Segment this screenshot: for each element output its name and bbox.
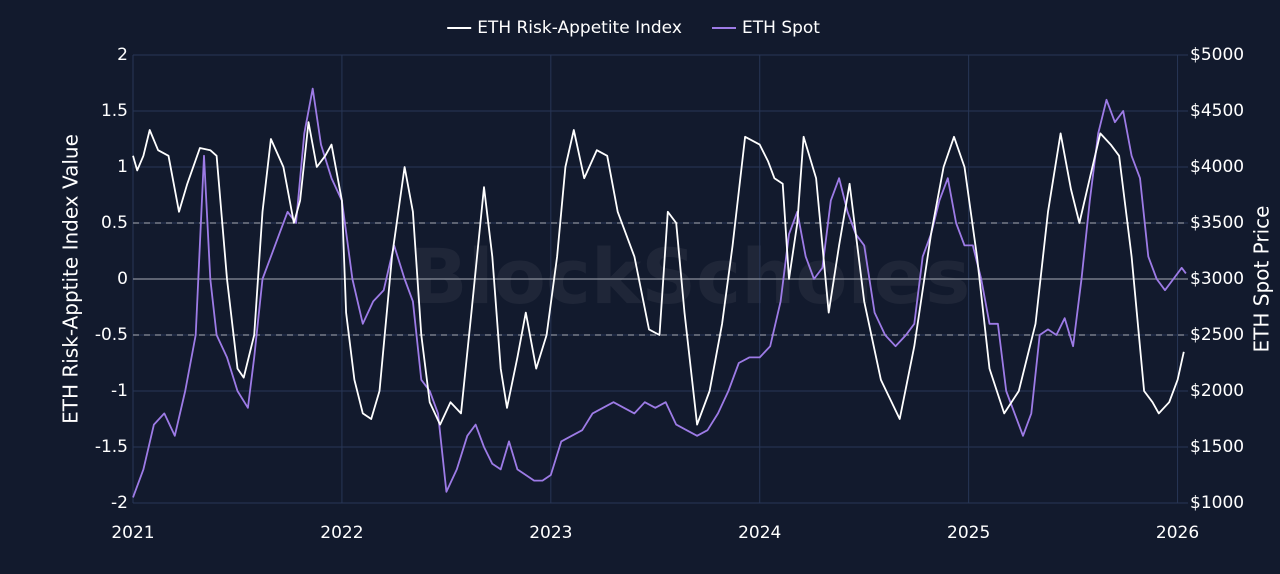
y-axis-title: ETH Risk-Apptite Index Value	[59, 134, 83, 424]
y-tick-label: -0.5	[95, 325, 128, 345]
series-line	[132, 87, 1187, 498]
y-tick-label: 1.5	[101, 101, 128, 121]
y2-tick-label: $4500	[1190, 101, 1244, 121]
y2-tick-label: $2500	[1190, 325, 1244, 345]
x-tick-label: 2024	[738, 523, 781, 543]
watermark: BlockScholes	[410, 232, 971, 321]
y2-tick-label: $4000	[1190, 157, 1244, 177]
y-tick-label: 0.5	[101, 213, 128, 233]
y2-tick-label: $5000	[1190, 45, 1244, 65]
x-tick-label: 2021	[111, 523, 154, 543]
y2-tick-label: $1000	[1190, 493, 1244, 513]
x-tick-label: 2023	[529, 523, 572, 543]
y2-tick-label: $3000	[1190, 269, 1244, 289]
y2-axis-title: ETH Spot Price	[1250, 206, 1274, 353]
series-line	[132, 121, 1185, 426]
y2-tick-label: $1500	[1190, 437, 1244, 457]
legend-label: ETH Spot	[742, 18, 820, 38]
y-tick-label: -1	[111, 381, 128, 401]
y-tick-label: 1	[117, 157, 128, 177]
y-tick-label: -1.5	[95, 437, 128, 457]
x-tick-label: 2022	[320, 523, 363, 543]
y-tick-label: -2	[111, 493, 128, 513]
y2-tick-label: $2000	[1190, 381, 1244, 401]
legend-label: ETH Risk-Appetite Index	[477, 18, 682, 38]
x-tick-label: 2026	[1156, 523, 1199, 543]
y-tick-label: 2	[117, 45, 128, 65]
y2-tick-label: $3500	[1190, 213, 1244, 233]
x-tick-label: 2025	[947, 523, 990, 543]
y-tick-label: 0	[117, 269, 128, 289]
